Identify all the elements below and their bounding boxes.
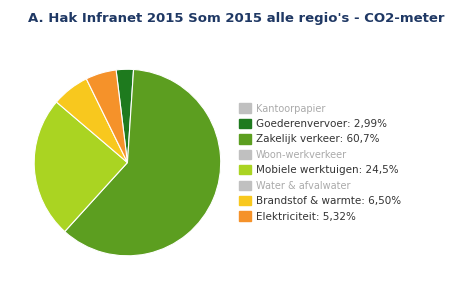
Wedge shape: [57, 79, 127, 163]
Wedge shape: [65, 70, 221, 256]
Wedge shape: [86, 70, 127, 163]
Wedge shape: [34, 102, 127, 231]
Text: A. Hak Infranet 2015 Som 2015 alle regio's - CO2-meter: A. Hak Infranet 2015 Som 2015 alle regio…: [28, 12, 444, 25]
Wedge shape: [116, 69, 134, 163]
Legend: Kantoorpapier, Goederenvervoer: 2,99%, Zakelijk verkeer: 60,7%, Woon-werkverkeer: Kantoorpapier, Goederenvervoer: 2,99%, Z…: [239, 104, 401, 222]
